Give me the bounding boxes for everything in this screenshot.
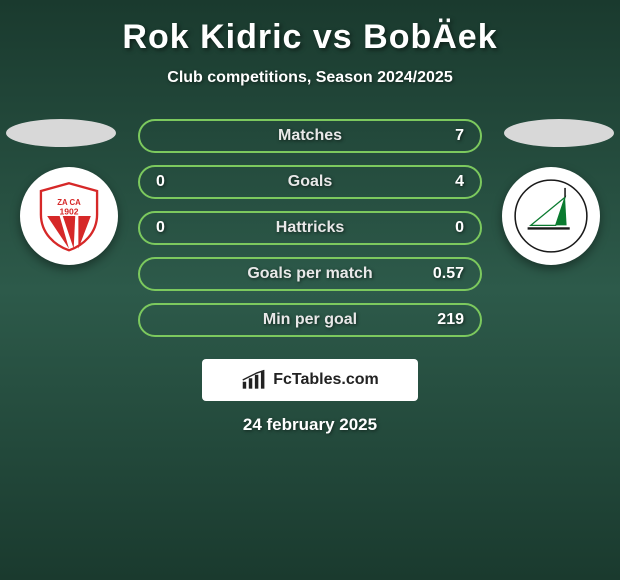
stat-right-value: 4 — [432, 173, 464, 191]
stat-row-matches: Matches 7 — [138, 119, 482, 153]
stat-left-value: 0 — [156, 173, 188, 191]
stat-row-min-per-goal: Min per goal 219 — [138, 303, 482, 337]
stat-rows: Matches 7 0 Goals 4 0 Hattricks 0 Goals … — [138, 119, 482, 337]
team-left-logo: ZA CA 1902 — [20, 167, 118, 265]
stat-right-value: 0 — [432, 219, 464, 237]
stat-right-value: 219 — [432, 311, 464, 329]
svg-text:1902: 1902 — [59, 206, 78, 216]
stat-label: Min per goal — [263, 311, 357, 329]
date-line: 24 february 2025 — [0, 415, 620, 435]
stat-label: Matches — [278, 127, 342, 145]
stat-label: Goals — [288, 173, 332, 191]
page-subtitle: Club competitions, Season 2024/2025 — [0, 69, 620, 87]
vicenza-badge-icon: ZA CA 1902 — [30, 177, 108, 255]
stat-row-goals-per-match: Goals per match 0.57 — [138, 257, 482, 291]
brand-text: FcTables.com — [273, 371, 379, 389]
chart-icon — [241, 369, 267, 391]
brand-watermark: FcTables.com — [202, 359, 418, 401]
shadow-ellipse-right — [504, 119, 614, 147]
stat-left-value: 0 — [156, 219, 188, 237]
stat-right-value: 0.57 — [432, 265, 464, 283]
infographic-root: Rok Kidric vs BobÄek Club competitions, … — [0, 0, 620, 445]
lechia-badge-icon — [512, 177, 590, 255]
team-right-logo — [502, 167, 600, 265]
stat-row-goals: 0 Goals 4 — [138, 165, 482, 199]
page-title: Rok Kidric vs BobÄek — [0, 18, 620, 57]
stats-area: ZA CA 1902 Matches 7 0 — [0, 119, 620, 337]
stat-right-value: 7 — [432, 127, 464, 145]
stat-label: Goals per match — [247, 265, 372, 283]
stat-row-hattricks: 0 Hattricks 0 — [138, 211, 482, 245]
shadow-ellipse-left — [6, 119, 116, 147]
stat-label: Hattricks — [276, 219, 344, 237]
